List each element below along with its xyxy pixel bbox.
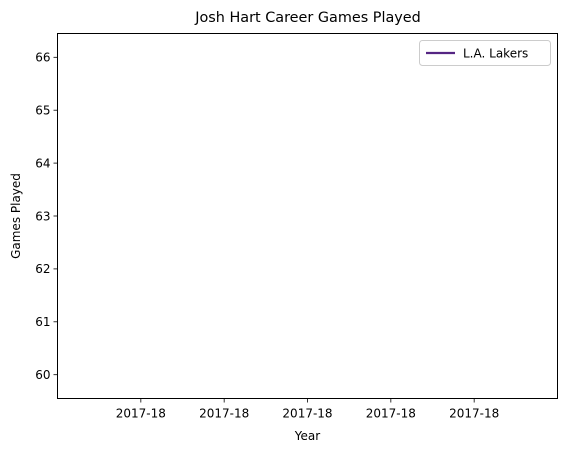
plot-area (57, 33, 558, 399)
x-axis-label: Year (294, 429, 320, 443)
y-tick-label: 62 (35, 262, 50, 276)
x-tick-label: 2017-18 (366, 407, 416, 421)
y-axis-ticks: 60 61 62 63 64 65 66 (35, 51, 58, 382)
y-tick-label: 66 (35, 51, 50, 65)
y-tick-label: 61 (35, 315, 50, 329)
chart-title: Josh Hart Career Games Played (194, 10, 421, 26)
x-axis-ticks: 2017-18 2017-18 2017-18 2017-18 2017-18 (116, 398, 499, 421)
y-axis-label: Games Played (9, 173, 23, 259)
x-tick-label: 2017-18 (199, 407, 249, 421)
legend-label-la-lakers: L.A. Lakers (463, 47, 528, 61)
y-tick-label: 65 (35, 104, 50, 118)
y-tick-label: 63 (35, 209, 50, 223)
x-tick-label: 2017-18 (449, 407, 499, 421)
legend: L.A. Lakers (419, 40, 551, 66)
y-tick-label: 60 (35, 368, 50, 382)
legend-box (419, 40, 551, 66)
x-tick-label: 2017-18 (116, 407, 166, 421)
y-tick-label: 64 (35, 156, 50, 170)
x-tick-label: 2017-18 (282, 407, 332, 421)
